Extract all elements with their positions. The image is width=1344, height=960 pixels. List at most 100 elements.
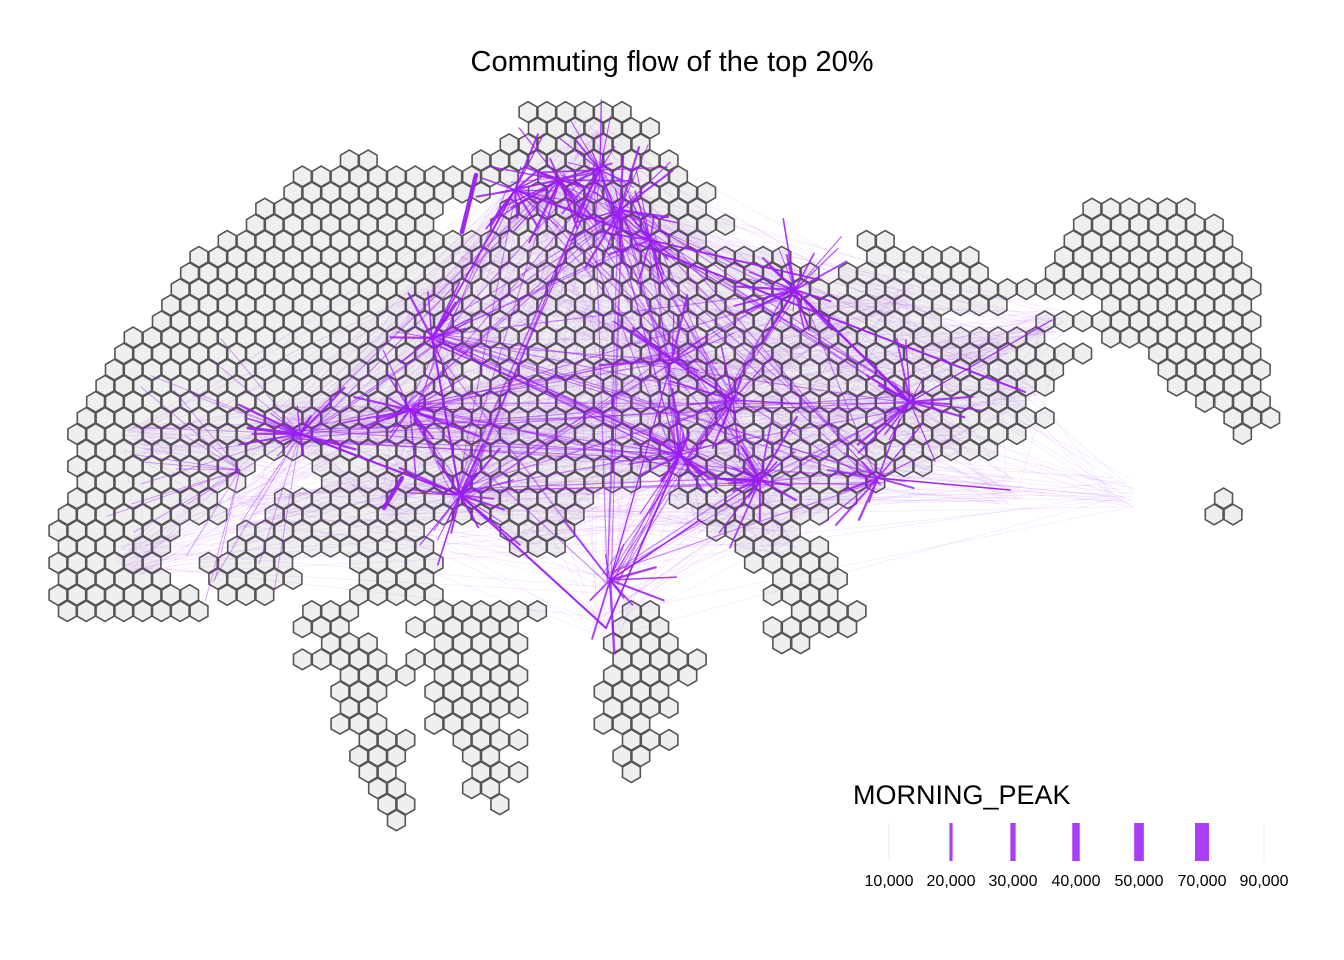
flow-line [425,351,668,458]
flow-line [413,414,677,455]
flow-line [896,359,1003,391]
flow-line [619,144,649,211]
flow-line [639,323,673,361]
flow-line [119,414,415,566]
flow-line [366,519,599,576]
flow-line [679,434,747,456]
flow-line [311,438,793,547]
flow-line [788,498,1127,536]
flow-line [125,524,228,551]
flow-line [476,397,730,449]
flow-line [474,414,540,486]
flow-line [124,447,138,559]
flow-line [611,288,910,594]
flow-line [620,208,688,450]
flow-line [843,452,879,479]
flow-line [122,399,721,571]
legend-label: 10,000 [864,873,914,890]
flow-line [525,426,655,534]
flow-line [589,579,611,601]
flow-line [526,482,883,546]
flow-line [667,446,885,478]
flow-line [766,363,993,494]
flow-line [470,399,912,495]
flow-line [212,360,301,435]
flow-line [833,309,1046,433]
flow-line [895,337,911,403]
flow-line [911,413,1113,487]
flow-line [655,225,1009,340]
flow-line [892,475,1016,499]
flow-line [399,337,433,364]
flow-line [449,491,690,525]
flow-line [139,541,775,575]
flow-line [273,433,301,595]
flow-line [908,400,966,419]
flow-line [439,341,675,458]
flow-line [459,172,479,235]
flow-line [122,423,409,568]
flow-line [239,497,622,595]
flow-line [1014,406,1115,499]
legend-label: 40,000 [1051,873,1101,890]
flow-line [792,289,796,312]
flow-line [719,479,761,507]
flow-line [512,179,561,233]
flow-line [236,297,560,500]
flow-line [678,453,703,475]
flow-line [1014,330,1065,503]
flow-line [772,492,876,527]
flow-line [135,181,516,564]
flow-line [303,172,549,424]
flow-line [884,406,1019,469]
flow-line [212,433,301,583]
flow-line [133,388,725,559]
flow-line [603,163,882,486]
flow-line [609,519,701,581]
flow-line [298,432,462,497]
flow-line [429,236,649,342]
flow-line [404,237,654,404]
flow-line [409,388,436,411]
flow-line [614,158,1004,353]
flow-line [528,203,642,417]
flow-line [823,477,879,523]
flow-line [384,492,1014,515]
flow-line [592,481,867,615]
flow-line [673,284,914,460]
flow-line [605,481,876,575]
flow-line [649,239,665,275]
flow-line [793,304,1038,313]
flow-line [485,189,516,230]
flow-line [572,175,1041,312]
flow-line [254,144,577,516]
flow-line [908,395,974,404]
flow-line [381,489,1009,503]
flow-line [511,180,963,442]
flow-line [347,201,506,410]
flow-line [633,443,681,456]
flow-line [435,242,652,342]
flow-line [289,432,692,457]
flow-line [756,323,827,365]
flow-line [270,412,301,435]
flow-line [736,406,910,411]
flow-line [390,417,543,495]
flow-line [123,520,712,559]
flow-line [912,303,1118,499]
flow-line [770,431,947,527]
flow-line [734,320,844,407]
flow-line [909,385,926,403]
flow-line [298,432,305,457]
flow-line [788,274,1019,391]
flow-line [409,405,448,411]
flow-line [748,312,886,480]
flow-line [447,344,660,484]
flow-line [464,498,1008,501]
flow-line [431,195,505,287]
flow-line [640,454,681,476]
flow-line [996,341,1109,491]
flow-line [732,399,804,405]
flow-line [612,320,673,361]
flow-line [418,327,843,406]
